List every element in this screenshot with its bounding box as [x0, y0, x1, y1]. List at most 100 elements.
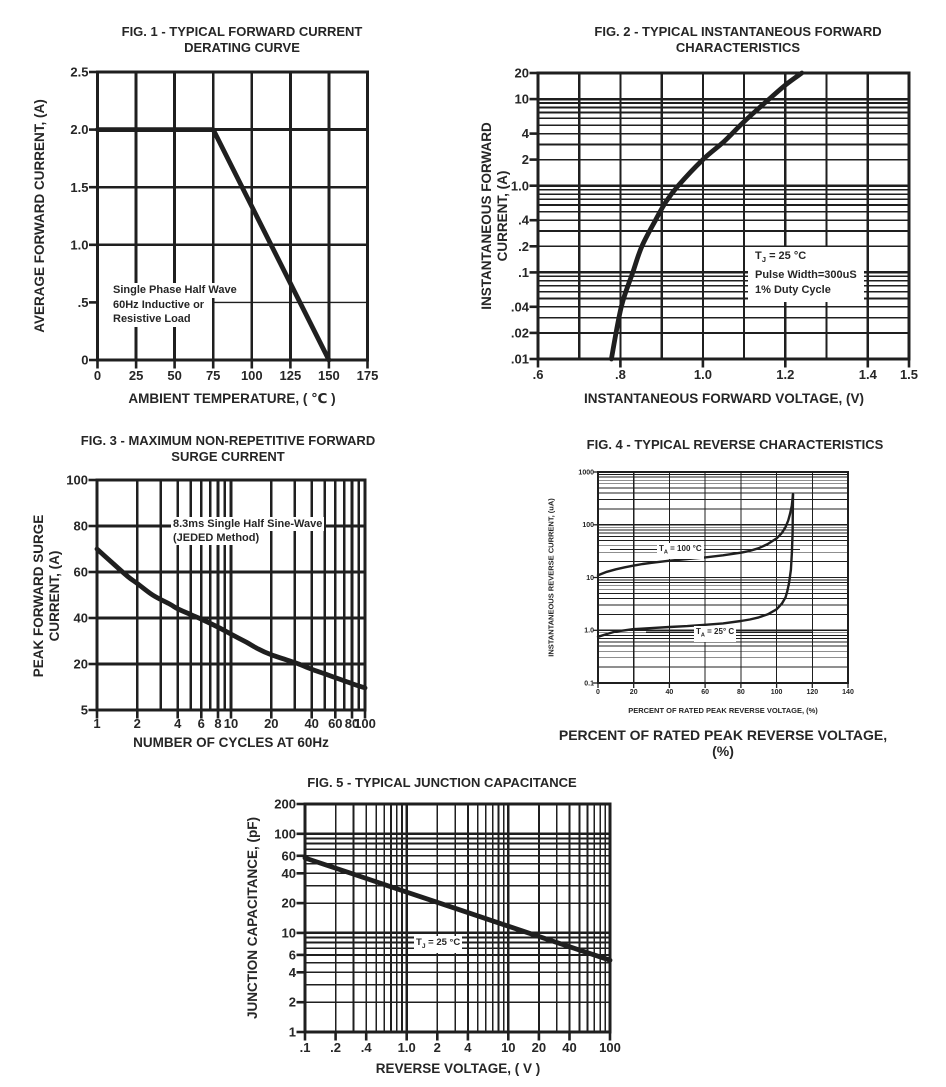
svg-text:125: 125	[280, 368, 302, 383]
svg-text:1.0: 1.0	[398, 1040, 416, 1055]
svg-text:1.5: 1.5	[70, 180, 88, 195]
fig4-ticks: 0 20 40 60 80 100 120 140 1000 100 10 1.0 0.1	[578, 469, 854, 696]
fig2-title: FIG. 2 - TYPICAL INSTANTANEOUS FORWARD C…	[594, 24, 882, 55]
svg-text:6: 6	[198, 716, 205, 731]
svg-text:60: 60	[74, 565, 88, 580]
fig4-y-axis-title: INSTANTANEOUS REVERSE CURRENT, (uA)	[546, 498, 556, 657]
svg-text:1: 1	[93, 716, 100, 731]
svg-text:2.5: 2.5	[70, 65, 88, 80]
fig1-curve-0	[95, 127, 332, 363]
svg-text:4: 4	[464, 1040, 472, 1055]
svg-text:40: 40	[562, 1040, 576, 1055]
svg-text:.4: .4	[361, 1040, 373, 1055]
fig3-title: FIG. 3 - MAXIMUM NON-REPETITIVE FORWARD …	[80, 433, 376, 464]
fig2-x-axis-title: INSTANTANEOUS FORWARD VOLTAGE, (V)	[584, 391, 864, 406]
svg-text:2: 2	[289, 995, 296, 1010]
svg-text:40: 40	[74, 611, 88, 626]
fig1-title: FIG. 1 - TYPICAL FORWARD CURRENT DERATIN…	[121, 24, 363, 55]
svg-text:1.0: 1.0	[694, 367, 712, 382]
svg-text:80: 80	[74, 519, 88, 534]
svg-text:20: 20	[282, 896, 296, 911]
svg-text:2: 2	[134, 716, 141, 731]
fig3-frame	[95, 478, 367, 712]
svg-text:100: 100	[274, 826, 296, 841]
svg-text:.04: .04	[511, 299, 530, 314]
svg-text:40: 40	[282, 866, 296, 881]
svg-text:100: 100	[599, 1040, 621, 1055]
svg-text:10: 10	[224, 716, 238, 731]
svg-text:140: 140	[842, 689, 854, 696]
svg-text:.2: .2	[330, 1040, 341, 1055]
svg-text:50: 50	[167, 368, 181, 383]
svg-text:200: 200	[274, 797, 296, 812]
svg-text:60: 60	[328, 716, 342, 731]
svg-text:1.5: 1.5	[900, 367, 918, 382]
svg-text:1.0: 1.0	[584, 628, 594, 635]
svg-text:1.0: 1.0	[70, 237, 88, 252]
svg-text:1000: 1000	[578, 469, 594, 476]
svg-text:1.0: 1.0	[511, 178, 529, 193]
svg-text:6: 6	[289, 947, 296, 962]
svg-text:80: 80	[737, 689, 745, 696]
fig1-frame	[96, 70, 369, 362]
svg-text:0: 0	[94, 368, 101, 383]
svg-text:20: 20	[515, 66, 529, 81]
fig3-annotation: 8.3ms Single Half Sine-Wave (JEDED Method…	[171, 517, 325, 545]
fig1-y-axis-title: AVERAGE FORWARD CURRENT, (A)	[32, 99, 47, 333]
svg-text:10: 10	[515, 92, 529, 107]
svg-text:.6: .6	[533, 367, 544, 382]
fig5-grid	[305, 804, 610, 1032]
fig3-curve-0	[94, 546, 368, 691]
svg-text:1: 1	[289, 1025, 296, 1040]
svg-text:80: 80	[345, 716, 359, 731]
fig4-x-axis-title-small: PERCENT OF RATED PEAK REVERSE VOLTAGE, (…	[628, 706, 818, 715]
fig1-annotation: Single Phase Half Wave 60Hz Inductive or R…	[111, 283, 239, 327]
fig3-y-axis-title: PEAK FORWARD SURGE CURRENT, (A)	[31, 514, 62, 678]
fig5-title: FIG. 5 - TYPICAL JUNCTION CAPACITANCE	[307, 775, 577, 790]
fig1-ticks: 0 25 50 75 100 125 150 175 0 .5 1.0 1.5 2.0 2.5	[70, 65, 378, 384]
fig2-annotation: TJ = 25 °C Pulse Width=300uS 1% Duty Cycle	[748, 247, 864, 302]
fig3-x-axis-title: NUMBER OF CYCLES AT 60Hz	[133, 735, 329, 750]
svg-text:40: 40	[304, 716, 318, 731]
svg-text:.1: .1	[300, 1040, 311, 1055]
fig5-y-axis-title: JUNCTION CAPACITANCE, (pF)	[245, 817, 260, 1019]
svg-text:4: 4	[289, 965, 297, 980]
svg-text:25: 25	[129, 368, 143, 383]
svg-text:.4: .4	[518, 213, 530, 228]
svg-text:100: 100	[354, 716, 376, 731]
svg-text:.02: .02	[511, 326, 529, 341]
fig1-x-axis-title: AMBIENT TEMPERATURE, ( ℃ )	[128, 391, 336, 406]
svg-text:175: 175	[357, 368, 379, 383]
svg-text:0.1: 0.1	[584, 681, 594, 688]
svg-text:10: 10	[501, 1040, 515, 1055]
svg-text:20: 20	[264, 716, 278, 731]
svg-text:100: 100	[771, 689, 783, 696]
svg-text:100: 100	[241, 368, 263, 383]
svg-text:40: 40	[666, 689, 674, 696]
fig5-x-axis-title: REVERSE VOLTAGE, ( V )	[375, 1061, 541, 1076]
svg-text:4: 4	[174, 716, 182, 731]
fig4-grid	[598, 472, 848, 683]
svg-text:100: 100	[66, 473, 88, 488]
svg-text:60: 60	[282, 848, 296, 863]
svg-text:150: 150	[318, 368, 340, 383]
svg-text:2: 2	[522, 152, 529, 167]
svg-text:5: 5	[81, 703, 88, 718]
svg-text:75: 75	[206, 368, 220, 383]
fig4-frame	[597, 471, 849, 684]
svg-text:.8: .8	[615, 367, 626, 382]
svg-text:0: 0	[81, 353, 88, 368]
fig4-curve-1	[596, 493, 795, 638]
fig4-x-axis-title: PERCENT OF RATED PEAK REVERSE VOLTAGE, (…	[558, 727, 888, 759]
svg-text:100: 100	[582, 522, 594, 529]
svg-text:.2: .2	[518, 239, 529, 254]
fig2-frame	[536, 71, 911, 361]
svg-text:0: 0	[596, 689, 600, 696]
fig2-grid	[538, 73, 909, 359]
svg-text:20: 20	[74, 657, 88, 672]
fig4-title: FIG. 4 - TYPICAL REVERSE CHARACTERISTICS	[586, 437, 884, 452]
fig5-frame	[303, 802, 612, 1034]
